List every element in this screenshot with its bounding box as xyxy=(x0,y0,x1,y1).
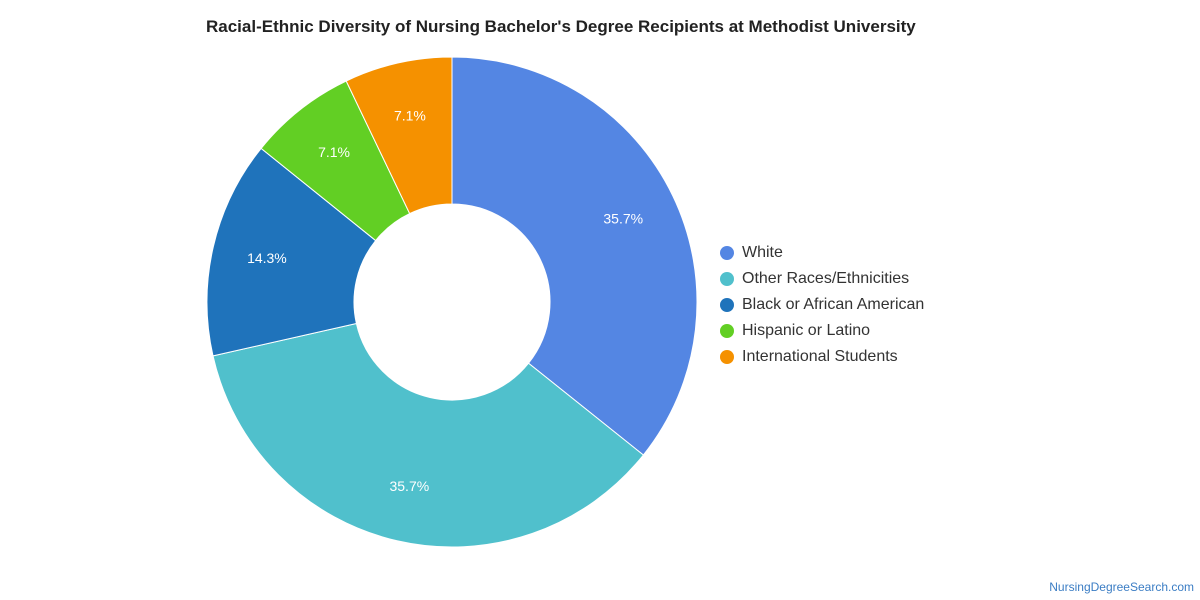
legend-swatch-4 xyxy=(720,350,734,364)
legend-swatch-0 xyxy=(720,246,734,260)
legend-item-1[interactable]: Other Races/Ethnicities xyxy=(720,266,924,292)
legend-label-0: White xyxy=(742,244,783,261)
slice-label-0: 35.7% xyxy=(603,210,643,226)
slice-1[interactable] xyxy=(212,322,645,548)
legend-swatch-1 xyxy=(720,272,734,286)
watermark-link[interactable]: NursingDegreeSearch.com xyxy=(1049,580,1194,594)
legend-swatch-2 xyxy=(720,298,734,312)
chart-title: Racial-Ethnic Diversity of Nursing Bache… xyxy=(206,17,916,36)
legend-swatch-3 xyxy=(720,324,734,338)
slice-2[interactable] xyxy=(206,147,377,357)
legend-label-4: International Students xyxy=(742,348,898,365)
legend-label-2: Black or African American xyxy=(742,296,925,313)
legend-label-3: Hispanic or Latino xyxy=(742,322,871,339)
slice-label-4: 7.1% xyxy=(394,107,426,123)
legend-label-1: Other Races/Ethnicities xyxy=(742,270,910,287)
slice-label-1: 35.7% xyxy=(389,478,429,494)
chart-legend: White Other Races/Ethnicities Black or Afr… xyxy=(720,240,924,370)
slice-4[interactable] xyxy=(345,56,453,215)
legend-item-2[interactable]: Black or African American xyxy=(720,292,924,318)
slice-label-2: 14.3% xyxy=(247,250,287,266)
legend-item-4[interactable]: International Students xyxy=(720,344,924,370)
slice-label-3: 7.1% xyxy=(318,144,350,160)
legend-item-3[interactable]: Hispanic or Latino xyxy=(720,318,924,344)
slice-0[interactable] xyxy=(451,56,698,456)
legend-item-0[interactable]: White xyxy=(720,240,924,266)
